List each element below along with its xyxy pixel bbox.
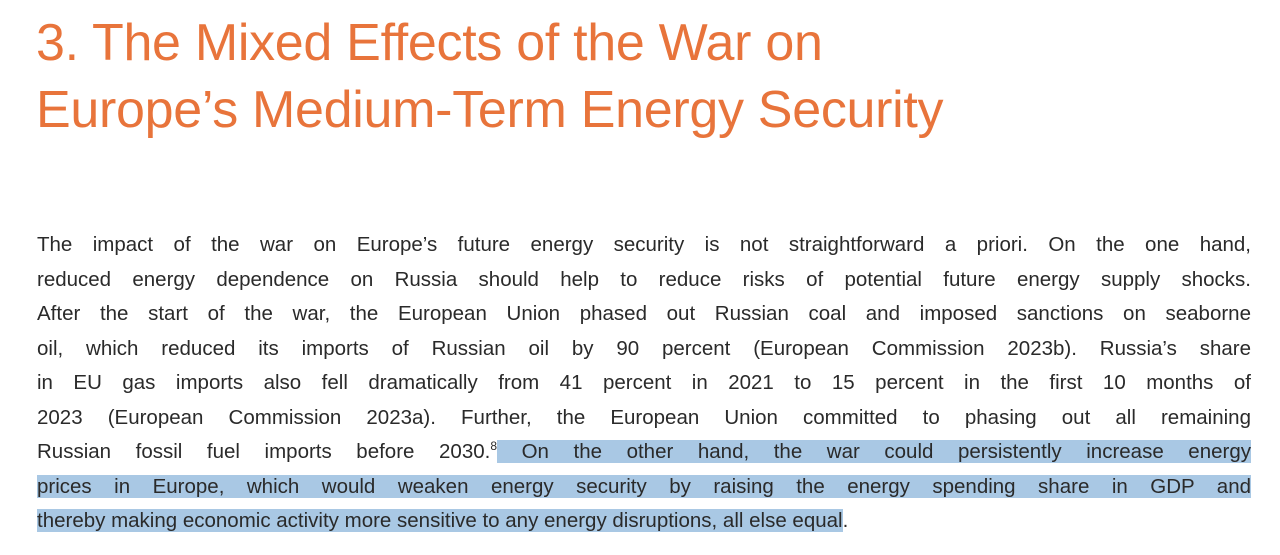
text-line: thereby making economic activity more se… — [37, 504, 1251, 539]
heading-line: 3. The Mixed Effects of the War on — [36, 14, 823, 72]
text-line: After the start of the war, the European… — [37, 302, 1251, 325]
heading: 3. The Mixed Effects of the War on Europ… — [36, 10, 944, 144]
text-line: reduced energy dependence on Russia shou… — [37, 267, 1251, 291]
heading-line: Europe’s Medium-Term Energy Security — [36, 81, 944, 139]
text-line: 2023 (European Commission 2023a). Furthe… — [37, 405, 1251, 429]
paragraph: The impact of the war on Europe’s future… — [37, 228, 1251, 539]
highlighted-text: prices in Europe, which would weaken ene… — [37, 474, 1251, 498]
text-line: prices in Europe, which would weaken ene… — [37, 470, 1251, 505]
text: On the other hand, the war could persist… — [521, 440, 1251, 463]
text: . — [842, 509, 849, 532]
text: Russian fossil fuel imports before 2030. — [37, 440, 491, 463]
text-line: in EU gas imports also fell dramatically… — [37, 371, 1251, 394]
highlighted-text: On the other hand, the war could persist… — [497, 440, 1251, 463]
highlighted-text: thereby making economic activity more se… — [37, 509, 843, 532]
footnote-mark: 8 — [490, 439, 497, 453]
text-line: The impact of the war on Europe’s future… — [37, 233, 1251, 256]
text-line: oil, which reduced its imports of Russia… — [37, 336, 1251, 360]
text-line: Russian fossil fuel imports before 2030.… — [37, 435, 1251, 470]
